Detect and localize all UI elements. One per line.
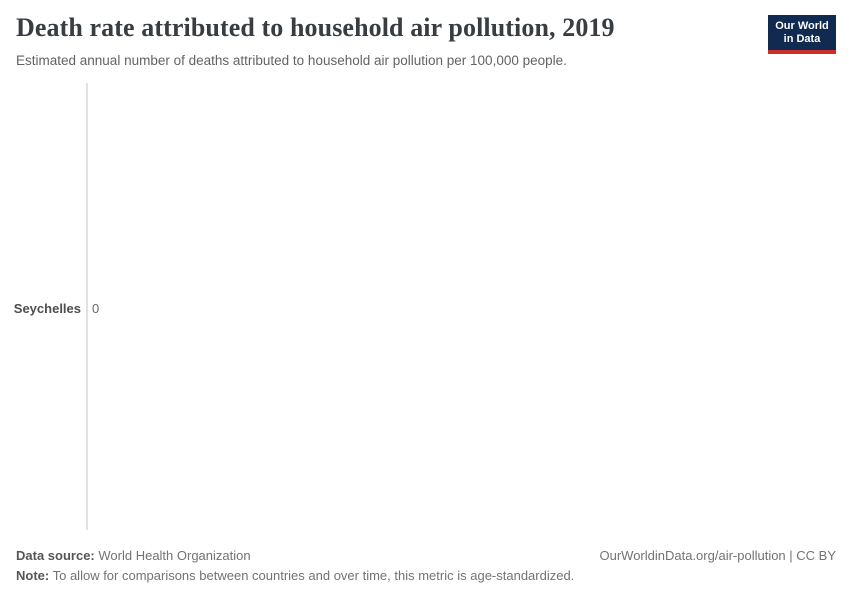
entity-label: Seychelles bbox=[13, 301, 81, 316]
value-label: 0 bbox=[92, 301, 100, 316]
note-line: Note: To allow for comparisons between c… bbox=[16, 568, 836, 584]
data-source-label: Data source: bbox=[16, 548, 95, 563]
data-source-value: World Health Organization bbox=[98, 548, 251, 563]
y-axis-line bbox=[86, 83, 88, 530]
note-value: To allow for comparisons between countri… bbox=[52, 568, 575, 583]
page-title: Death rate attributed to household air p… bbox=[16, 13, 615, 42]
owid-logo-line1: Our World bbox=[775, 20, 829, 32]
chart-footer: Data source: World Health Organization O… bbox=[16, 548, 836, 584]
owid-logo-line2: in Data bbox=[783, 33, 821, 45]
owid-url-link[interactable]: OurWorldinData.org/air-pollution | CC BY bbox=[599, 548, 836, 563]
note-label: Note: bbox=[16, 568, 50, 583]
bar-row: Seychelles 0 bbox=[0, 301, 850, 317]
chart-subtitle: Estimated annual number of deaths attrib… bbox=[16, 53, 567, 68]
owid-logo: Our World in Data bbox=[768, 15, 836, 54]
data-source-line: Data source: World Health Organization bbox=[16, 548, 251, 564]
